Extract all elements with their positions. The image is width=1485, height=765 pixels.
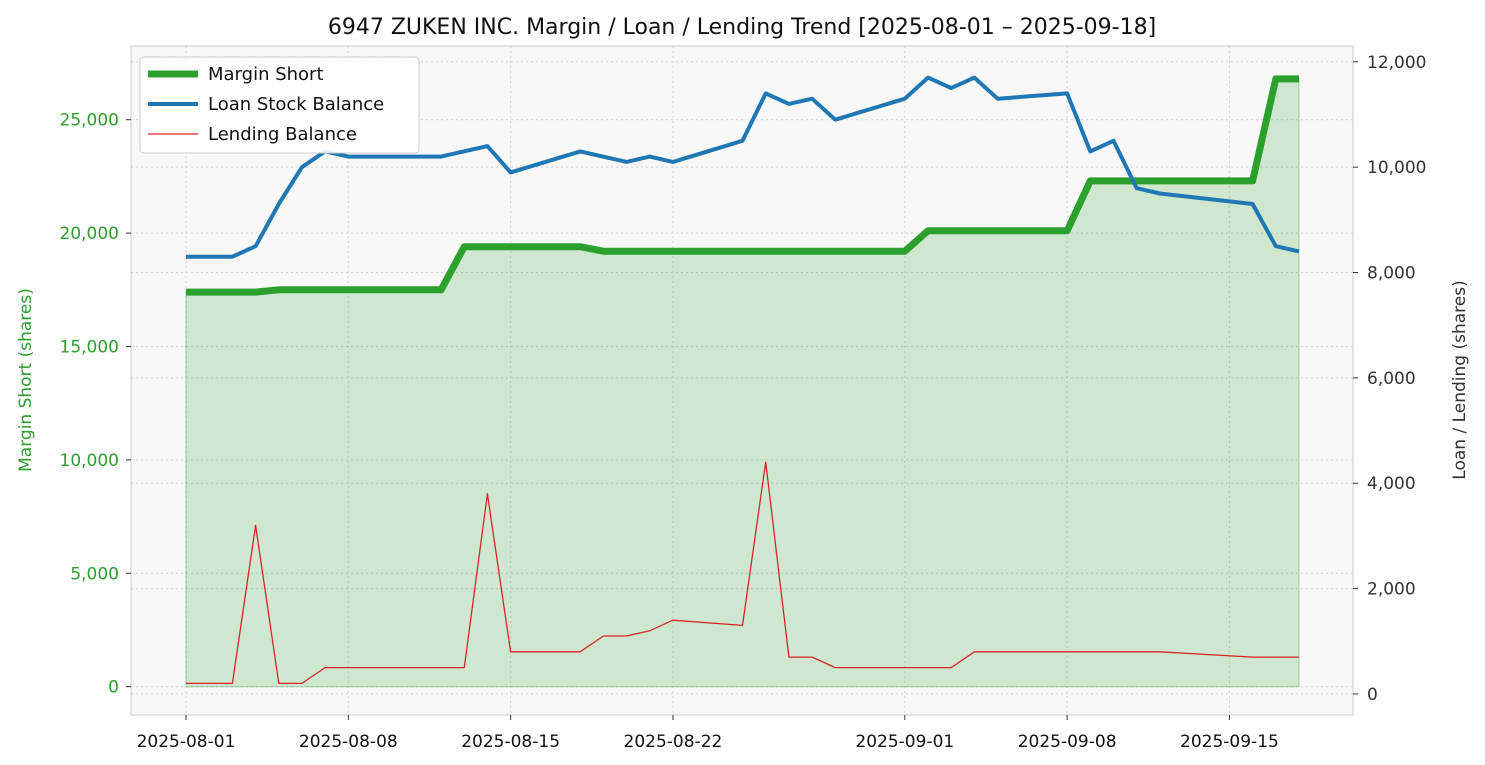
tick-label-x: 2025-08-08 bbox=[299, 732, 398, 752]
legend-label-loan-stock-balance: Loan Stock Balance bbox=[208, 94, 384, 115]
tick-label-left: 15,000 bbox=[60, 337, 119, 357]
tick-label-left: 10,000 bbox=[60, 451, 119, 471]
right-axis: 0 2,000 4,000 6,000 8,000 10,000 12,000 bbox=[1353, 53, 1426, 705]
chart-title: 6947 ZUKEN INC. Margin / Loan / Lending … bbox=[328, 15, 1156, 40]
tick-label-x: 2025-09-01 bbox=[855, 732, 954, 752]
tick-label-x: 2025-08-15 bbox=[461, 732, 560, 752]
y-axis-label-right: Loan / Lending (shares) bbox=[1450, 280, 1470, 479]
plot-area bbox=[130, 45, 1354, 716]
series-line-loan-stock-balance bbox=[186, 75, 1300, 259]
tick-label-right: 10,000 bbox=[1367, 158, 1426, 178]
tick-label-left: 5,000 bbox=[70, 564, 119, 584]
legend: Margin Short Loan Stock Balance Lending … bbox=[139, 56, 420, 154]
tick-label-x: 2025-08-22 bbox=[624, 732, 723, 752]
grid bbox=[131, 46, 1353, 715]
tick-label-left: 20,000 bbox=[60, 224, 119, 244]
series-line-margin-short bbox=[186, 75, 1299, 296]
tick-label-left: 25,000 bbox=[60, 111, 119, 131]
tick-label-x: 2025-09-08 bbox=[1018, 732, 1117, 752]
left-axis: 0 5,000 10,000 15,000 20,000 25,000 bbox=[60, 111, 131, 698]
tick-label-x: 2025-09-15 bbox=[1180, 732, 1279, 752]
tick-label-right: 6,000 bbox=[1367, 369, 1416, 389]
legend-label-lending-balance: Lending Balance bbox=[208, 124, 357, 145]
tick-label-left: 0 bbox=[108, 678, 119, 698]
series-line-lending-balance bbox=[186, 461, 1299, 685]
lines-layer bbox=[186, 75, 1300, 685]
tick-label-right: 2,000 bbox=[1367, 580, 1416, 600]
tick-label-right: 4,000 bbox=[1367, 474, 1416, 494]
tick-label-x: 2025-08-01 bbox=[137, 732, 236, 752]
tick-label-right: 8,000 bbox=[1367, 264, 1416, 284]
x-axis: 2025-08-01 2025-08-08 2025-08-15 2025-08-22… bbox=[137, 715, 1279, 752]
tick-label-right: 12,000 bbox=[1367, 53, 1426, 73]
legend-label-margin-short: Margin Short bbox=[208, 64, 324, 85]
y-axis-label-left: Margin Short (shares) bbox=[16, 288, 36, 472]
tick-label-right: 0 bbox=[1367, 685, 1378, 705]
legend-box bbox=[139, 56, 420, 154]
